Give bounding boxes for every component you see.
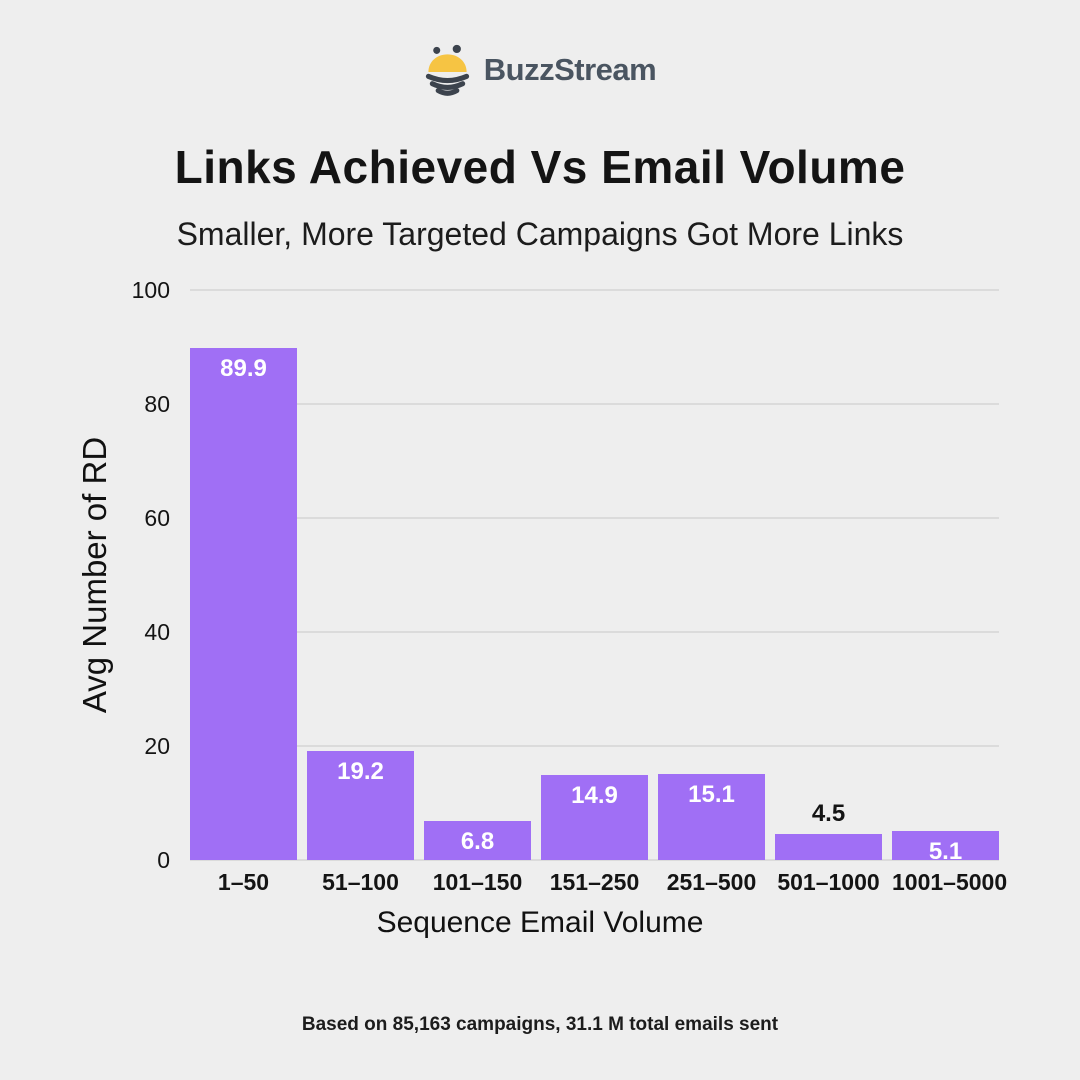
footer-note: Based on 85,163 campaigns, 31.1 M total … (301, 1014, 779, 1035)
chart-title: Links Achieved Vs Email Volume (174, 141, 906, 193)
gridline-80 (190, 403, 999, 405)
chart-subtitle: Smaller, More Targeted Campaigns Got Mor… (176, 216, 904, 252)
bar-value-label: 4.5 (811, 800, 846, 828)
y-tick-label-80: 80 (144, 391, 170, 417)
gridline-0 (190, 859, 999, 861)
bar-151–250: 14.9 (541, 775, 648, 860)
bee-icon (425, 44, 469, 96)
gridline-20 (190, 745, 999, 747)
bar-1–50: 89.9 (190, 347, 297, 860)
bar-value-label: 15.1 (688, 780, 735, 808)
bar-value-label: 14.9 (571, 782, 618, 810)
bar-value-label: 5.1 (928, 837, 963, 865)
x-category-label: 151–250 (549, 869, 640, 895)
y-tick-label-60: 60 (144, 505, 170, 531)
brand-name: BuzzStream (483, 52, 657, 87)
gridline-60 (190, 517, 999, 519)
bar-value-label: 89.9 (220, 354, 267, 382)
gridline-100 (190, 289, 999, 291)
y-tick-label-20: 20 (144, 733, 170, 759)
x-category-label: 501–1000 (777, 869, 880, 895)
bar-501–1000 (775, 834, 882, 860)
plot-area: 89.9 1–50 19.2 51–100 6.8 101–150 14.9 151–250 1… (190, 289, 1007, 895)
bar-1001–5000: 5.1 (892, 830, 999, 865)
y-tick-labels: 0 20 40 60 80 100 (60, 277, 170, 873)
bar-value-label: 19.2 (337, 757, 384, 785)
gridline-40 (190, 631, 999, 633)
x-axis-title: Sequence Email Volume (376, 906, 704, 939)
y-tick-label-100: 100 (131, 277, 170, 303)
x-category-label: 1001–5000 (892, 869, 1008, 895)
x-category-label: 51–100 (322, 869, 399, 895)
x-category-label: 101–150 (432, 869, 523, 895)
bar-251–500: 15.1 (658, 773, 765, 860)
bar-51–100: 19.2 (307, 750, 414, 860)
y-tick-label-0: 0 (157, 847, 170, 873)
bar-value-label: 6.8 (460, 828, 495, 856)
y-tick-label-40: 40 (144, 619, 170, 645)
bar-101–150: 6.8 (424, 821, 531, 860)
x-category-label: 251–500 (666, 869, 757, 895)
logo: BuzzStream (0, 42, 1080, 98)
x-category-label: 1–50 (217, 869, 270, 895)
